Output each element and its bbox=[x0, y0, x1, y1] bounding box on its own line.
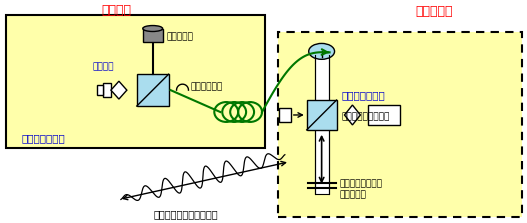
Bar bbox=[279, 108, 291, 122]
Text: 被測定器物: 被測定器物 bbox=[167, 32, 193, 41]
Bar bbox=[6, 15, 265, 148]
Text: 精密移動ステージ
による走査: 精密移動ステージ による走査 bbox=[339, 180, 383, 199]
Bar bbox=[103, 83, 111, 97]
Polygon shape bbox=[111, 81, 127, 99]
Text: ユーザー: ユーザー bbox=[101, 4, 131, 17]
Text: 標準研究等: 標準研究等 bbox=[415, 5, 453, 18]
Bar bbox=[278, 33, 522, 217]
Bar bbox=[137, 74, 169, 106]
Bar bbox=[315, 55, 329, 194]
Text: 一番目の干渉計: 一番目の干渉計 bbox=[341, 90, 385, 100]
Bar bbox=[97, 85, 103, 95]
Ellipse shape bbox=[309, 43, 335, 59]
Bar bbox=[143, 29, 163, 42]
Text: 低コヒーレンス光源: 低コヒーレンス光源 bbox=[341, 112, 390, 122]
Bar bbox=[307, 100, 337, 130]
Text: 光検出器: 光検出器 bbox=[92, 62, 114, 71]
Text: 二番目の干渉計: 二番目の干渉計 bbox=[22, 133, 65, 143]
Bar bbox=[368, 105, 400, 125]
Text: 一番目の干渉計の光路差: 一番目の干渉計の光路差 bbox=[153, 209, 218, 219]
Polygon shape bbox=[345, 105, 360, 125]
Text: 光ファイバー: 光ファイバー bbox=[190, 83, 223, 92]
Ellipse shape bbox=[143, 26, 163, 31]
